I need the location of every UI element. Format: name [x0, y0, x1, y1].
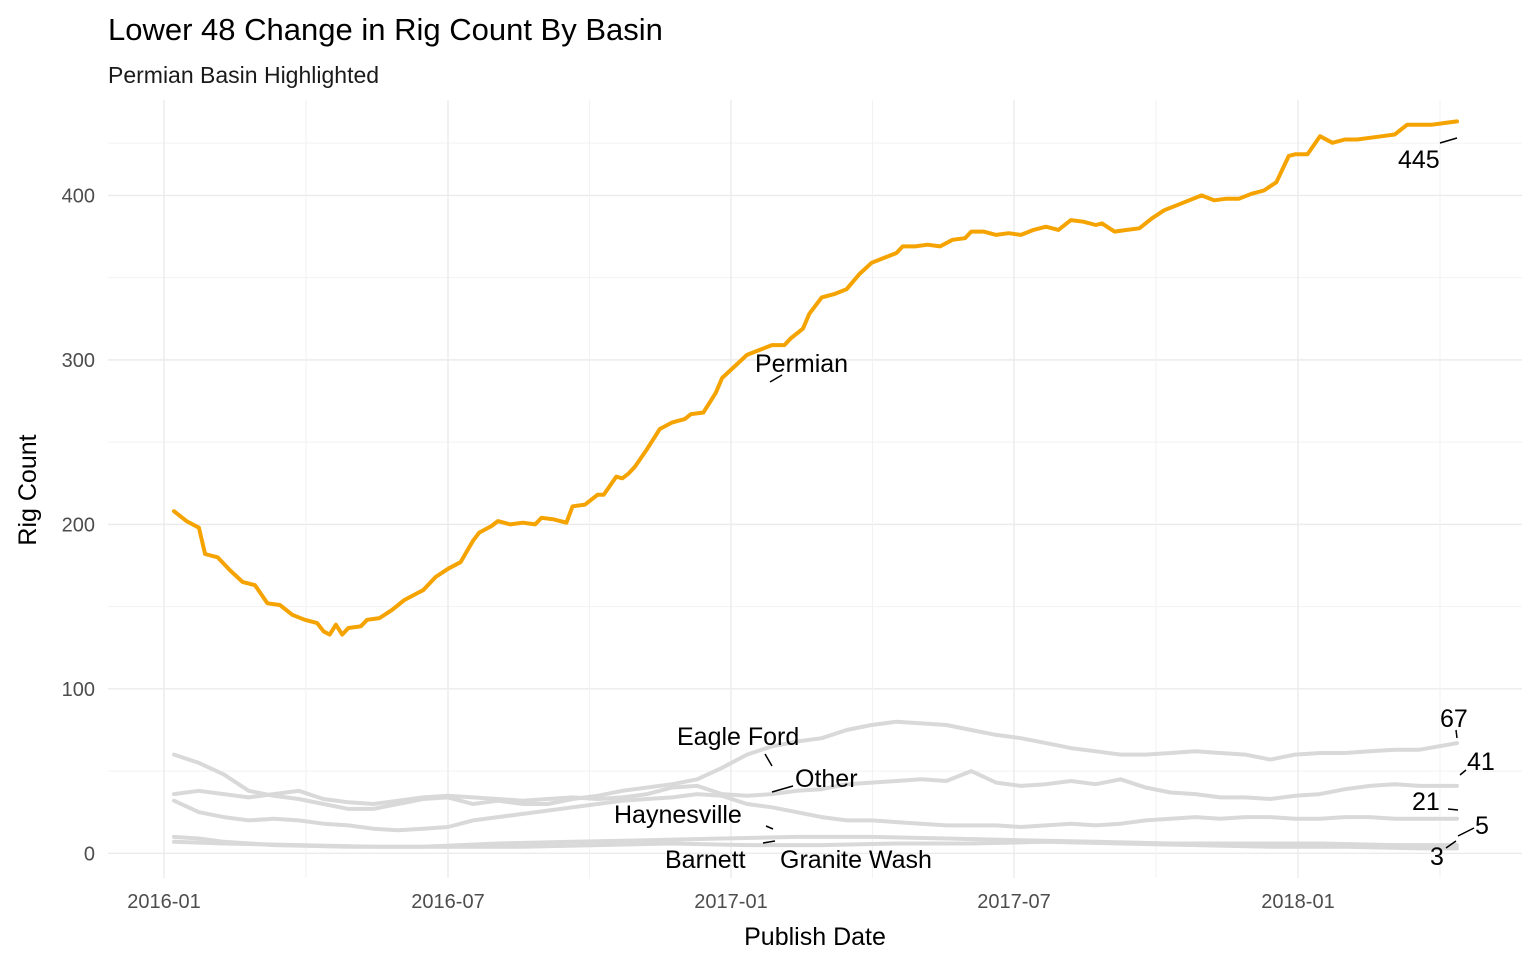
label-leader-other — [771, 785, 794, 793]
y-tick-label: 300 — [62, 350, 95, 372]
axis-tick-labels: 0 100 200 300 400 2016-01 2016-07 2017-01 2017-0… — [62, 185, 1335, 913]
y-tick-label: 100 — [62, 679, 95, 701]
x-tick-label: 2016-07 — [411, 891, 484, 913]
end-value-label-haynesville: 21 — [1412, 788, 1440, 816]
end-value-label-permian: 445 — [1398, 146, 1440, 174]
label-leader-eagle-ford — [764, 753, 773, 767]
label-leader-haynesville — [765, 825, 774, 830]
label-leader-permian — [769, 374, 783, 383]
series-label-other: Other — [795, 765, 858, 793]
y-tick-label: 0 — [84, 843, 95, 865]
end-leader-barnett — [1445, 840, 1457, 849]
x-tick-label: 2018-01 — [1261, 891, 1334, 913]
y-tick-label: 400 — [62, 185, 95, 207]
series-label-permian: Permian — [755, 350, 848, 378]
chart-subtitle: Permian Basin Highlighted — [108, 62, 380, 88]
highlighted-series-line — [172, 119, 1459, 637]
series-line-haynesville — [172, 792, 1459, 833]
series-label-eagle-ford: Eagle Ford — [677, 723, 799, 751]
end-value-label-barnett: 3 — [1430, 843, 1444, 871]
x-tick-label: 2016-01 — [127, 891, 200, 913]
series-label-barnett: Barnett — [665, 846, 746, 874]
x-tick-label: 2017-01 — [694, 891, 767, 913]
end-value-label-granite-wash: 5 — [1475, 812, 1489, 840]
y-tick-label: 200 — [62, 514, 95, 536]
grid-lines — [108, 100, 1522, 878]
series-labels: Permian Eagle Ford Other Haynesville Barnett… — [614, 137, 1495, 874]
series-label-granite-wash: Granite Wash — [780, 846, 932, 874]
end-value-label-eagle-ford: 67 — [1440, 705, 1468, 733]
end-leader-other — [1459, 769, 1467, 776]
end-leader-granite-wash — [1457, 827, 1475, 837]
y-axis-title: Rig Count — [14, 434, 42, 545]
chart-title: Lower 48 Change in Rig Count By Basin — [108, 12, 663, 47]
series-label-haynesville: Haynesville — [614, 801, 742, 829]
end-leader-permian — [1439, 137, 1458, 144]
end-value-label-other: 41 — [1467, 748, 1495, 776]
x-axis-title: Publish Date — [744, 923, 886, 951]
series-line-other — [172, 769, 1459, 806]
muted-series-lines — [172, 719, 1459, 851]
series-line-permian — [172, 119, 1459, 637]
series-line-eagle-ford — [172, 719, 1459, 811]
series-line-granite-wash — [172, 834, 1459, 849]
end-leader-eagle-ford — [1455, 729, 1458, 739]
end-leader-haynesville — [1447, 808, 1459, 811]
label-leader-barnett — [762, 840, 776, 844]
x-tick-label: 2017-07 — [977, 891, 1050, 913]
